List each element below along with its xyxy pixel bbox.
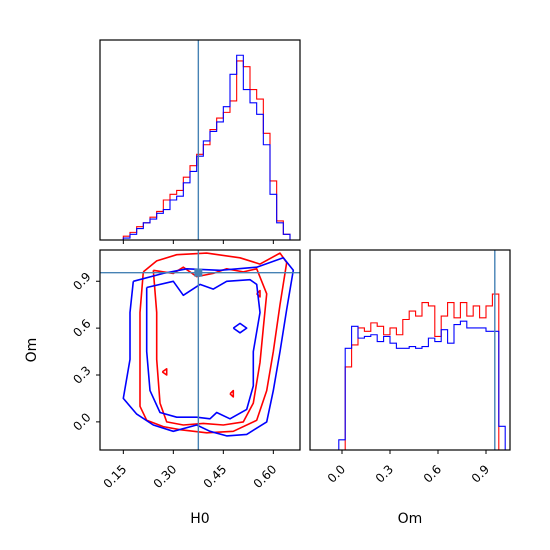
contour-y-tick-label: 0.3 bbox=[70, 363, 93, 386]
contour-x-tick-label: 0.45 bbox=[201, 462, 230, 491]
histogram-H0-frame bbox=[99, 39, 301, 241]
contour-y-tick-label: 0.6 bbox=[70, 316, 93, 339]
histogram-Om-step-blue bbox=[338, 320, 506, 450]
contour-x-tick-label: 0.60 bbox=[251, 462, 280, 491]
contour-line-blue-7 bbox=[232, 322, 248, 334]
contour-y-tick-label: 0.0 bbox=[70, 410, 93, 433]
contour-line-red-2 bbox=[161, 367, 168, 376]
histogram-Om-step-red bbox=[338, 293, 506, 450]
contour-line-blue-6 bbox=[145, 278, 261, 420]
histogram-Om-x-tick-label: 0.9 bbox=[469, 462, 492, 485]
histogram-Om-frame bbox=[309, 249, 511, 451]
histogram-Om-x-tick-label: 0.3 bbox=[373, 462, 396, 485]
y-axis-label-Om: Om bbox=[24, 338, 40, 363]
histogram-H0-step-red bbox=[122, 60, 291, 240]
contour-line-red-4 bbox=[229, 389, 235, 398]
contour-panel-frame bbox=[99, 249, 301, 451]
contour-truth-marker bbox=[194, 268, 203, 277]
histogram-Om-x-tick-label: 0.6 bbox=[421, 462, 444, 485]
x-axis-label-H0: H0 bbox=[190, 511, 209, 527]
contour-line-red-0 bbox=[139, 252, 288, 434]
x-axis-label-Om: Om bbox=[398, 511, 423, 527]
histogram-H0-step-blue bbox=[122, 54, 291, 240]
contour-line-blue-5 bbox=[122, 256, 295, 437]
contour-panel: 0.15 0.30 0.45 0.60 0.0 0.3 0.6 0.9 H0 Om bbox=[24, 249, 301, 527]
histogram-Om: 0.0 0.3 0.6 0.9 Om bbox=[309, 249, 511, 527]
histogram-H0 bbox=[99, 39, 301, 244]
contour-x-tick-label: 0.15 bbox=[101, 462, 130, 491]
histogram-Om-x-tick-label: 0.0 bbox=[325, 462, 348, 485]
contour-y-tick-label: 0.9 bbox=[70, 270, 93, 293]
contour-x-tick-label: 0.30 bbox=[151, 462, 180, 491]
